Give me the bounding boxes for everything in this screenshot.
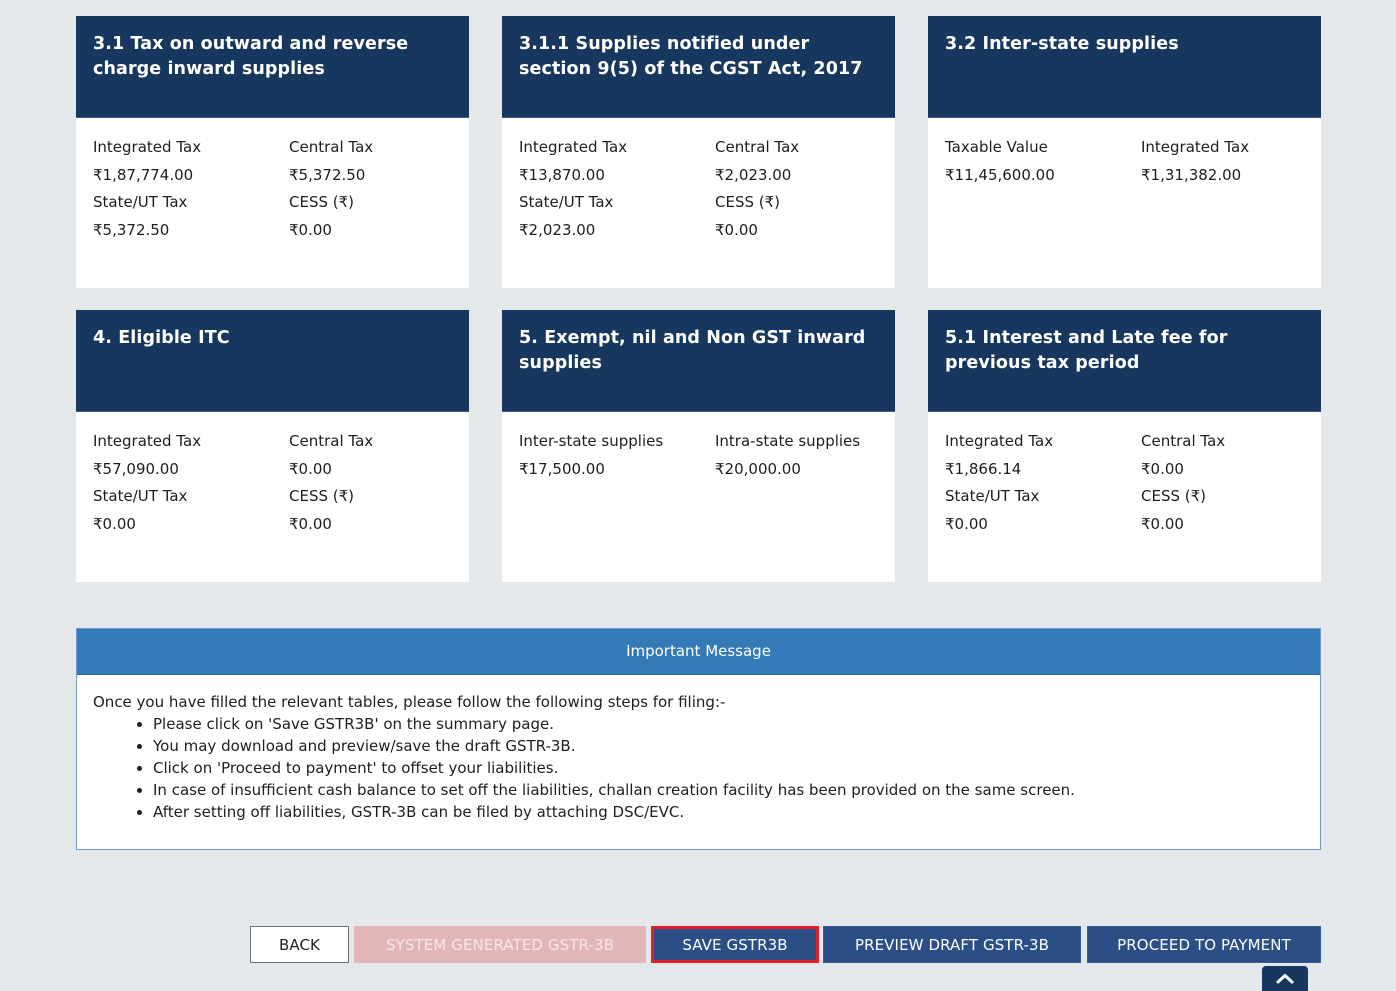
field-label: CESS (₹) (289, 487, 355, 505)
tile-title: 3.2 Inter-state supplies (928, 16, 1321, 118)
field-value: ₹20,000.00 (715, 459, 801, 478)
field-value: ₹1,87,774.00 (93, 165, 194, 184)
scroll-to-top-button[interactable] (1262, 966, 1308, 991)
field-value: ₹1,866.14 (945, 459, 1022, 478)
tile-title: 5.1 Interest and Late fee for previous t… (928, 310, 1321, 412)
field-value: ₹0.00 (1141, 459, 1184, 478)
tile-3-2-inter-state-supplies[interactable]: 3.2 Inter-state supplies Taxable Value I… (928, 16, 1321, 288)
field-value: ₹5,372.50 (289, 165, 366, 184)
tile-fields: Integrated Tax Central Tax ₹13,870.00 ₹2… (502, 118, 895, 288)
tile-title: 3.1 Tax on outward and reverse charge in… (76, 16, 469, 118)
tile-5-1-interest-late-fee[interactable]: 5.1 Interest and Late fee for previous t… (928, 310, 1321, 582)
tile-title: 5. Exempt, nil and Non GST inward suppli… (502, 310, 895, 412)
message-step: You may download and preview/save the dr… (153, 735, 1304, 757)
field-value: ₹0.00 (715, 220, 758, 239)
important-message-body: Once you have filled the relevant tables… (77, 675, 1320, 823)
tile-fields: Integrated Tax Central Tax ₹1,87,774.00 … (76, 118, 469, 288)
field-value: ₹0.00 (1141, 514, 1184, 533)
message-step: After setting off liabilities, GSTR-3B c… (153, 801, 1304, 823)
field-value: ₹13,870.00 (519, 165, 605, 184)
field-label: Integrated Tax (945, 432, 1054, 450)
message-step: Click on 'Proceed to payment' to offset … (153, 757, 1304, 779)
message-step: In case of insufficient cash balance to … (153, 779, 1304, 801)
field-value: ₹0.00 (945, 514, 988, 533)
tile-fields: Integrated Tax Central Tax ₹1,866.14 ₹0.… (928, 412, 1321, 582)
tile-fields: Inter-state supplies Intra-state supplie… (502, 412, 895, 582)
field-label: State/UT Tax (945, 487, 1040, 505)
message-steps: Please click on 'Save GSTR3B' on the sum… (93, 713, 1304, 823)
field-label: State/UT Tax (519, 193, 614, 211)
tile-title: 4. Eligible ITC (76, 310, 469, 412)
field-value: ₹57,090.00 (93, 459, 179, 478)
field-label: Central Tax (289, 138, 374, 156)
field-value: ₹5,372.50 (93, 220, 170, 239)
tile-fields: Taxable Value Integrated Tax ₹11,45,600.… (928, 118, 1321, 288)
tile-3-1-1-section-9-5-supplies[interactable]: 3.1.1 Supplies notified under section 9(… (502, 16, 895, 288)
field-label: Intra-state supplies (715, 432, 861, 450)
field-label: CESS (₹) (289, 193, 355, 211)
save-gstr3b-button[interactable]: SAVE GSTR3B (651, 926, 819, 963)
message-intro: Once you have filled the relevant tables… (93, 693, 726, 711)
field-label: Taxable Value (945, 138, 1048, 156)
field-label: Integrated Tax (93, 432, 202, 450)
field-label: CESS (₹) (1141, 487, 1207, 505)
field-value: ₹2,023.00 (715, 165, 792, 184)
tile-4-eligible-itc[interactable]: 4. Eligible ITC Integrated Tax Central T… (76, 310, 469, 582)
field-label: CESS (₹) (715, 193, 781, 211)
field-value: ₹17,500.00 (519, 459, 605, 478)
tile-5-exempt-nil-non-gst[interactable]: 5. Exempt, nil and Non GST inward suppli… (502, 310, 895, 582)
field-label: Inter-state supplies (519, 432, 664, 450)
field-label: Integrated Tax (93, 138, 202, 156)
important-message-panel: Important Message Once you have filled t… (76, 628, 1321, 850)
proceed-to-payment-button[interactable]: PROCEED TO PAYMENT (1087, 926, 1321, 963)
field-value: ₹0.00 (289, 514, 332, 533)
tile-fields: Integrated Tax Central Tax ₹57,090.00 ₹0… (76, 412, 469, 582)
back-button[interactable]: BACK (250, 926, 349, 963)
field-label: Integrated Tax (519, 138, 628, 156)
preview-draft-gstr3b-button[interactable]: PREVIEW DRAFT GSTR-3B (823, 926, 1081, 963)
field-value: ₹0.00 (289, 459, 332, 478)
summary-tiles: 3.1 Tax on outward and reverse charge in… (76, 16, 1321, 582)
tile-3-1-outward-supplies[interactable]: 3.1 Tax on outward and reverse charge in… (76, 16, 469, 288)
field-value: ₹0.00 (93, 514, 136, 533)
field-value: ₹2,023.00 (519, 220, 596, 239)
important-message-title: Important Message (77, 629, 1320, 675)
field-value: ₹1,31,382.00 (1141, 165, 1242, 184)
tile-title: 3.1.1 Supplies notified under section 9(… (502, 16, 895, 118)
field-value: ₹0.00 (289, 220, 332, 239)
field-label: State/UT Tax (93, 487, 188, 505)
field-value: ₹11,45,600.00 (945, 165, 1055, 184)
system-generated-gstr3b-button[interactable]: SYSTEM GENERATED GSTR-3B (354, 926, 646, 963)
field-label: Central Tax (1141, 432, 1226, 450)
field-label: Central Tax (715, 138, 800, 156)
field-label: State/UT Tax (93, 193, 188, 211)
field-label: Integrated Tax (1141, 138, 1250, 156)
chevron-up-icon (1276, 966, 1294, 988)
field-label: Central Tax (289, 432, 374, 450)
message-step: Please click on 'Save GSTR3B' on the sum… (153, 713, 1304, 735)
